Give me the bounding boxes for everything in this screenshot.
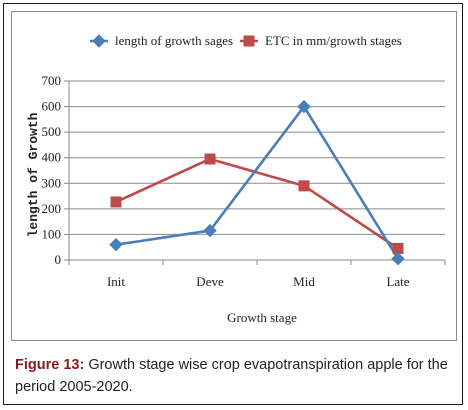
y-tick-label-300: 300 (42, 175, 62, 190)
x-axis-title: Growth stage (227, 310, 297, 325)
series-1-point-mid (297, 99, 311, 114)
x-tick-label-deve: Deve (196, 274, 224, 289)
legend-label-2: ETC in mm/growth stages (265, 33, 402, 48)
x-tick-label-init: Init (107, 274, 125, 289)
y-tick-label-200: 200 (42, 201, 62, 216)
y-tick-label-400: 400 (42, 150, 62, 165)
y-axis-title: length of Growth (26, 112, 41, 237)
figure-frame: 0 100 200 300 400 500 600 700 Init Deve Mid Late le… (3, 3, 463, 405)
figure-label: Figure 13: (15, 357, 85, 373)
legend-marker-1 (92, 34, 106, 48)
x-tick-label-late: Late (386, 274, 409, 289)
series-2-point-late (392, 242, 404, 254)
y-tick-label-100: 100 (42, 226, 62, 241)
chart-area: 0 100 200 300 400 500 600 700 Init Deve Mid Late le… (11, 11, 457, 341)
series-line-1 (115, 105, 400, 260)
legend-label-1: length of growth sages (115, 33, 233, 48)
series-2-point-init (110, 196, 122, 208)
series-2-point-mid (298, 180, 310, 192)
y-tick-label-500: 500 (42, 124, 62, 139)
line-chart: 0 100 200 300 400 500 600 700 Init Deve Mid Late le… (26, 33, 446, 325)
figure-caption: Figure 13: Growth stage wise crop evapot… (15, 354, 455, 398)
series-1-point-late (391, 252, 405, 266)
y-tick-label-600: 600 (42, 99, 62, 114)
y-tick-label-700: 700 (42, 73, 62, 88)
series-1-point-init (109, 237, 123, 252)
series-1-point-deve (203, 223, 217, 238)
series-line-2 (115, 157, 399, 250)
series-2-point-deve (204, 153, 216, 165)
x-tick-label-mid: Mid (293, 274, 315, 289)
y-tick-label-0: 0 (55, 252, 62, 267)
legend-marker-2 (243, 35, 255, 47)
caption-text: Growth stage wise crop evapotranspiratio… (15, 357, 448, 395)
